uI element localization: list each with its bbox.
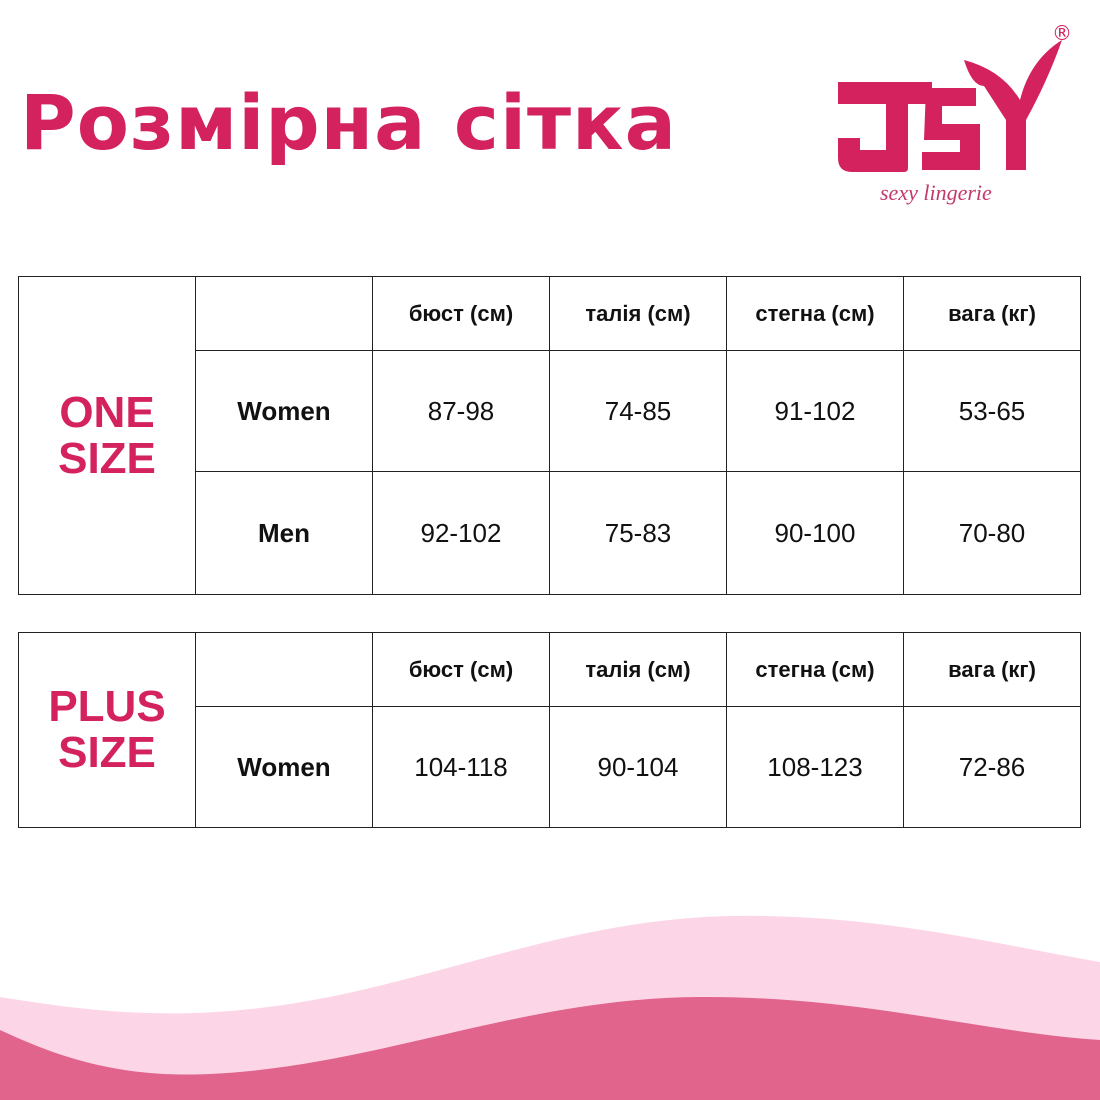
header-waist: талія (см) bbox=[549, 276, 727, 351]
cell: 108-123 bbox=[726, 706, 904, 828]
header-row: PLUS SIZE бюст (см) талія (см) стегна (см… bbox=[18, 632, 1081, 828]
header-weight: вага (кг) bbox=[903, 276, 1081, 351]
plus-size-label: PLUS SIZE bbox=[18, 632, 196, 828]
header-weight: вага (кг) bbox=[903, 632, 1081, 707]
registered-mark: ® bbox=[1052, 21, 1072, 45]
header-hips: стегна (см) bbox=[726, 276, 904, 351]
row-label: Women bbox=[195, 706, 373, 828]
one-size-label: ONE SIZE bbox=[18, 276, 196, 595]
cell: 75-83 bbox=[549, 471, 727, 595]
logo-y-stem bbox=[964, 40, 1062, 170]
wave-dark bbox=[0, 996, 1100, 1100]
cell: 104-118 bbox=[372, 706, 550, 828]
cell: 90-100 bbox=[726, 471, 904, 595]
cell: 87-98 bbox=[372, 350, 550, 472]
empty-header-cell bbox=[195, 276, 373, 351]
header-bust: бюст (см) bbox=[372, 632, 550, 707]
cell: 53-65 bbox=[903, 350, 1081, 472]
logo-s bbox=[922, 88, 980, 170]
cell: 92-102 bbox=[372, 471, 550, 595]
header-row: ONE SIZE бюст (см) талія (см) стегна (см)… bbox=[18, 276, 1081, 595]
cell: 70-80 bbox=[903, 471, 1081, 595]
jsy-logo: sexy lingerie ® bbox=[838, 21, 1072, 205]
table-row: Men 92-102 75-83 90-100 70-80 bbox=[19, 471, 1081, 595]
header-bust: бюст (см) bbox=[372, 276, 550, 351]
cell: 72-86 bbox=[903, 706, 1081, 828]
logo-tagline: sexy lingerie bbox=[880, 180, 992, 205]
logo-j bbox=[838, 82, 932, 172]
header-hips: стегна (см) bbox=[726, 632, 904, 707]
cell: 91-102 bbox=[726, 350, 904, 472]
one-size-table: ONE SIZE бюст (см) талія (см) стегна (см)… bbox=[18, 276, 1081, 595]
row-label: Men bbox=[195, 471, 373, 595]
table-row: Women 104-118 90-104 108-123 72-86 bbox=[19, 706, 1081, 828]
row-label: Women bbox=[195, 350, 373, 472]
plus-size-table: PLUS SIZE бюст (см) талія (см) стегна (см… bbox=[18, 632, 1081, 828]
cell: 74-85 bbox=[549, 350, 727, 472]
empty-header-cell bbox=[195, 632, 373, 707]
table-row: Women 87-98 74-85 91-102 53-65 bbox=[19, 350, 1081, 472]
cell: 90-104 bbox=[549, 706, 727, 828]
page-title: Розмірна сітка bbox=[20, 78, 677, 167]
